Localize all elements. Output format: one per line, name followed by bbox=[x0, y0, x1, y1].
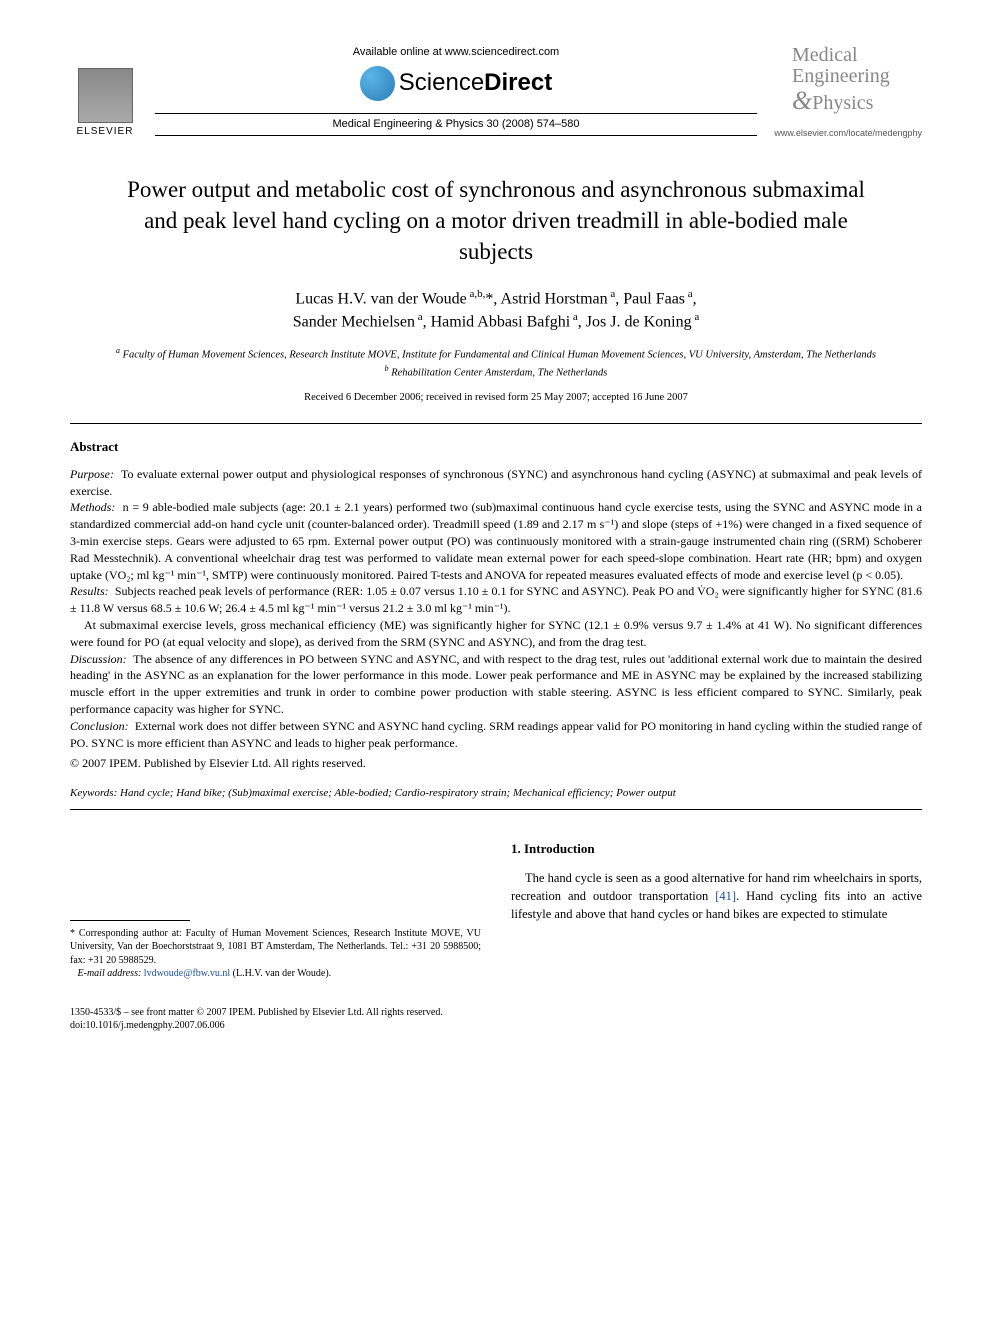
journal-logo: Medical Engineering &Physics bbox=[772, 45, 922, 114]
copyright-line: © 2007 IPEM. Published by Elsevier Ltd. … bbox=[70, 755, 922, 772]
abstract-rule-top bbox=[70, 423, 922, 424]
elsevier-tree-icon bbox=[78, 68, 133, 123]
abstract-results-1: Results: Subjects reached peak levels of… bbox=[70, 583, 922, 617]
ref-41-link[interactable]: [41] bbox=[715, 889, 736, 903]
abstract-purpose: Purpose: To evaluate external power outp… bbox=[70, 466, 922, 500]
authors: Lucas H.V. van der Woude a,b,*, Astrid H… bbox=[70, 287, 922, 333]
ampersand-icon: & bbox=[792, 86, 812, 115]
keywords-text: Hand cycle; Hand bike; (Sub)maximal exer… bbox=[120, 787, 676, 799]
corr-email-who: (L.H.V. van der Woude). bbox=[233, 968, 332, 979]
sciencedirect-wordmark: ScienceDirect bbox=[399, 67, 552, 99]
right-column: 1. Introduction The hand cycle is seen a… bbox=[511, 840, 922, 981]
article-dates: Received 6 December 2006; received in re… bbox=[70, 391, 922, 405]
abstract-rule-bottom bbox=[70, 809, 922, 810]
elsevier-logo: ELSEVIER bbox=[70, 59, 140, 139]
affiliations: a Faculty of Human Movement Sciences, Re… bbox=[70, 345, 922, 381]
elsevier-label: ELSEVIER bbox=[77, 125, 134, 139]
left-column: * Corresponding author at: Faculty of Hu… bbox=[70, 840, 481, 981]
corr-star: * bbox=[70, 928, 75, 939]
abstract-discussion: Discussion: The absence of any differenc… bbox=[70, 651, 922, 718]
footnote-rule bbox=[70, 920, 190, 921]
abstract: Abstract Purpose: To evaluate external p… bbox=[70, 438, 922, 772]
header-rule-top bbox=[155, 113, 757, 114]
keywords: Keywords: Hand cycle; Hand bike; (Sub)ma… bbox=[70, 786, 922, 801]
intro-paragraph-1: The hand cycle is seen as a good alterna… bbox=[511, 869, 922, 923]
available-online-text: Available online at www.sciencedirect.co… bbox=[155, 45, 757, 60]
email-label: E-mail address: bbox=[78, 968, 142, 979]
sd-word-2: Direct bbox=[484, 69, 552, 96]
corr-email[interactable]: lvdwoude@fbw.vu.nl bbox=[144, 968, 230, 979]
journal-url: www.elsevier.com/locate/medengphy bbox=[772, 127, 922, 139]
footer-issn: 1350-4533/$ – see front matter © 2007 IP… bbox=[70, 1006, 922, 1019]
abstract-methods: Methods: n = 9 able-bodied male subjects… bbox=[70, 499, 922, 583]
abstract-heading: Abstract bbox=[70, 438, 922, 456]
body-columns: * Corresponding author at: Faculty of Hu… bbox=[70, 840, 922, 981]
corresponding-author: * Corresponding author at: Faculty of Hu… bbox=[70, 927, 481, 981]
mep-line1: Medical bbox=[792, 45, 922, 66]
sd-word-1: Science bbox=[399, 69, 484, 96]
abstract-results-2: At submaximal exercise levels, gross mec… bbox=[70, 617, 922, 651]
abstract-conclusion: Conclusion: External work does not diffe… bbox=[70, 718, 922, 752]
mep-line3: &Physics bbox=[792, 87, 922, 114]
mep-line2: Engineering bbox=[792, 66, 922, 87]
corr-text: Corresponding author at: Faculty of Huma… bbox=[70, 928, 481, 966]
header-rule-bottom bbox=[155, 135, 757, 136]
affiliation-b: b Rehabilitation Center Amsterdam, The N… bbox=[70, 363, 922, 381]
sciencedirect-logo: ScienceDirect bbox=[155, 66, 757, 101]
footer: 1350-4533/$ – see front matter © 2007 IP… bbox=[70, 1006, 922, 1032]
section-1-heading: 1. Introduction bbox=[511, 840, 922, 859]
sciencedirect-swoosh-icon bbox=[360, 66, 395, 101]
article-title: Power output and metabolic cost of synch… bbox=[110, 174, 882, 267]
footer-doi: doi:10.1016/j.medengphy.2007.06.006 bbox=[70, 1019, 922, 1032]
header-center: Available online at www.sciencedirect.co… bbox=[140, 45, 772, 139]
keywords-label: Keywords: bbox=[70, 787, 117, 799]
journal-logo-block: Medical Engineering &Physics www.elsevie… bbox=[772, 45, 922, 138]
affiliation-a: a Faculty of Human Movement Sciences, Re… bbox=[70, 345, 922, 363]
journal-reference: Medical Engineering & Physics 30 (2008) … bbox=[155, 117, 757, 132]
header: ELSEVIER Available online at www.science… bbox=[70, 45, 922, 139]
